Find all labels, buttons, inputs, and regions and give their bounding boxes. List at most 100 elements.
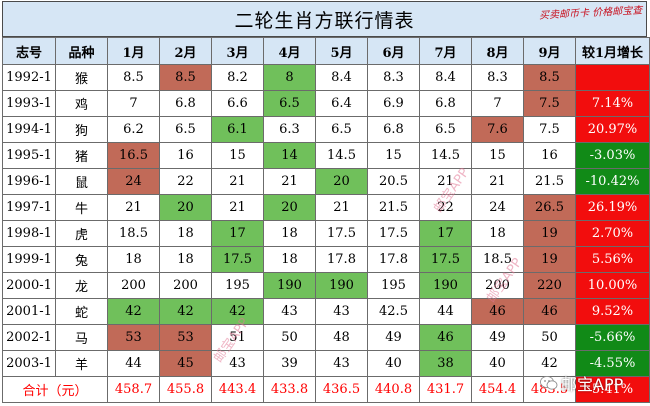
column-header: 7月 bbox=[419, 37, 472, 65]
table-row: 1995-1 猪 16.5 16 15 14 14.5 15 14.5 15 16 -3.03% bbox=[2, 142, 650, 169]
animal-cell: 蛇 bbox=[55, 298, 108, 325]
column-header: 5月 bbox=[315, 37, 368, 65]
price-cell: 50 bbox=[263, 324, 316, 351]
price-cell: 44 bbox=[107, 350, 160, 377]
price-cell: 21 bbox=[263, 168, 316, 195]
table-row: 1993-1 鸡 7 6.8 6.6 6.5 6.4 6.9 6.8 7 7.5 7.14% bbox=[2, 90, 650, 117]
column-header: 4月 bbox=[263, 37, 316, 65]
price-cell: 49 bbox=[471, 324, 524, 351]
price-cell: 21 bbox=[315, 194, 368, 221]
price-cell: 7.5 bbox=[523, 90, 576, 117]
price-cell: 20 bbox=[263, 194, 316, 221]
animal-cell: 狗 bbox=[55, 116, 108, 143]
price-cell: 18.5 bbox=[471, 246, 524, 273]
price-cell: 46 bbox=[419, 324, 472, 351]
issue-id-cell: 1999-1 bbox=[2, 246, 56, 273]
app-logo: 邮宝APP bbox=[540, 371, 623, 395]
price-cell: 48 bbox=[315, 324, 368, 351]
column-header: 6月 bbox=[367, 37, 420, 65]
price-cell: 42.5 bbox=[367, 298, 420, 325]
logo-text: 邮宝APP bbox=[561, 375, 624, 394]
price-cell: 40 bbox=[471, 350, 524, 377]
price-cell: 15 bbox=[211, 142, 264, 169]
price-cell: 7 bbox=[471, 90, 524, 117]
issue-id-cell: 2000-1 bbox=[2, 272, 56, 299]
price-cell: 44 bbox=[419, 298, 472, 325]
animal-cell: 猴 bbox=[55, 64, 108, 91]
price-cell: 16.5 bbox=[107, 142, 160, 169]
price-cell: 43 bbox=[211, 350, 264, 377]
growth-cell: 20.97% bbox=[575, 116, 650, 143]
growth-cell: 26.19% bbox=[575, 194, 650, 221]
table-row: 2002-1 马 53 53 51 50 48 49 46 49 50 -5.66% bbox=[2, 324, 650, 351]
issue-id-cell: 1996-1 bbox=[2, 168, 56, 195]
price-cell: 18 bbox=[159, 220, 212, 247]
price-cell: 17.5 bbox=[211, 246, 264, 273]
price-cell: 6.2 bbox=[107, 116, 160, 143]
issue-id-cell: 1993-1 bbox=[2, 90, 56, 117]
animal-cell: 马 bbox=[55, 324, 108, 351]
price-cell: 14.5 bbox=[315, 142, 368, 169]
price-cell: 17 bbox=[211, 220, 264, 247]
price-cell: 42 bbox=[211, 298, 264, 325]
price-cell: 7.6 bbox=[471, 116, 524, 143]
issue-id-cell: 1998-1 bbox=[2, 220, 56, 247]
price-cell: 6.5 bbox=[419, 116, 472, 143]
total-cell: 433.8 bbox=[263, 376, 316, 403]
price-cell: 6.5 bbox=[315, 116, 368, 143]
price-cell: 18 bbox=[263, 246, 316, 273]
table-row: 1992-1 猴 8.5 8.5 8.2 8 8.4 8.3 8.4 8.3 8.5 bbox=[2, 64, 650, 91]
price-cell: 53 bbox=[107, 324, 160, 351]
growth-cell bbox=[575, 64, 650, 91]
price-cell: 24 bbox=[107, 168, 160, 195]
price-cell: 8 bbox=[263, 64, 316, 91]
price-cell: 8.5 bbox=[107, 64, 160, 91]
price-cell: 20 bbox=[159, 194, 212, 221]
table-row: 2000-1 龙 200 200 195 190 190 195 190 200 220 10.00% bbox=[2, 272, 650, 299]
price-cell: 26.5 bbox=[523, 194, 576, 221]
total-label: 合计（元） bbox=[2, 376, 108, 403]
price-cell: 195 bbox=[367, 272, 420, 299]
column-header: 较1月增长 bbox=[575, 37, 650, 65]
issue-id-cell: 2002-1 bbox=[2, 324, 56, 351]
price-cell: 42 bbox=[107, 298, 160, 325]
price-cell: 38 bbox=[419, 350, 472, 377]
price-cell: 6.9 bbox=[367, 90, 420, 117]
animal-cell: 猪 bbox=[55, 142, 108, 169]
price-cell: 43 bbox=[315, 298, 368, 325]
price-cell: 20.5 bbox=[367, 168, 420, 195]
wechat-icon bbox=[540, 376, 558, 390]
growth-cell: -3.03% bbox=[575, 142, 650, 169]
price-cell: 42 bbox=[159, 298, 212, 325]
price-cell: 49 bbox=[367, 324, 420, 351]
price-cell: 18 bbox=[471, 220, 524, 247]
price-cell: 21 bbox=[211, 168, 264, 195]
animal-cell: 兔 bbox=[55, 246, 108, 273]
total-cell: 455.8 bbox=[159, 376, 212, 403]
price-cell: 43 bbox=[263, 298, 316, 325]
growth-cell: 9.52% bbox=[575, 298, 650, 325]
issue-id-cell: 1997-1 bbox=[2, 194, 56, 221]
animal-cell: 鼠 bbox=[55, 168, 108, 195]
animal-cell: 牛 bbox=[55, 194, 108, 221]
price-cell: 6.4 bbox=[315, 90, 368, 117]
price-cell: 22 bbox=[159, 168, 212, 195]
price-cell: 24 bbox=[471, 194, 524, 221]
price-cell: 53 bbox=[159, 324, 212, 351]
price-cell: 43 bbox=[315, 350, 368, 377]
price-cell: 17 bbox=[419, 220, 472, 247]
column-header: 2月 bbox=[159, 37, 212, 65]
price-cell: 200 bbox=[471, 272, 524, 299]
table-row: 1998-1 虎 18.5 18 17 18 17.5 17.5 17 18 19 2.70% bbox=[2, 220, 650, 247]
price-cell: 200 bbox=[159, 272, 212, 299]
price-cell: 8.4 bbox=[315, 64, 368, 91]
price-cell: 20 bbox=[315, 168, 368, 195]
table-title: 二轮生肖方联行情表 bbox=[2, 1, 647, 37]
price-cell: 18 bbox=[159, 246, 212, 273]
price-cell: 190 bbox=[315, 272, 368, 299]
price-cell: 8.3 bbox=[471, 64, 524, 91]
table-row: 2001-1 蛇 42 42 42 43 43 42.5 44 46 46 9.52% bbox=[2, 298, 650, 325]
price-cell: 21.5 bbox=[367, 194, 420, 221]
price-cell: 17.8 bbox=[315, 246, 368, 273]
column-header: 品种 bbox=[55, 37, 108, 65]
